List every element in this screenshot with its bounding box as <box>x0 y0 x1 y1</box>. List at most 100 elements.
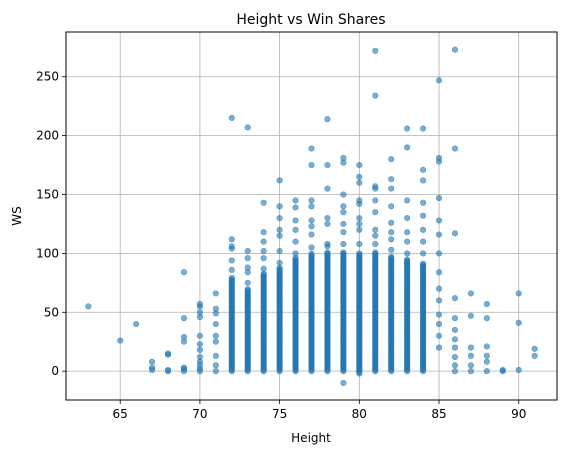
data-point <box>404 125 411 132</box>
data-point <box>419 125 427 132</box>
data-point <box>244 124 251 131</box>
data-point <box>388 246 395 253</box>
data-point <box>388 229 395 236</box>
data-point <box>515 319 522 326</box>
data-point <box>356 161 363 169</box>
y-tick-label: 100 <box>36 246 59 260</box>
data-point <box>276 177 283 184</box>
data-point <box>164 350 172 357</box>
data-point <box>260 229 267 236</box>
data-point <box>483 343 490 350</box>
data-point <box>212 352 219 359</box>
data-point <box>483 300 490 308</box>
x-tick-label: 80 <box>352 407 367 421</box>
data-point <box>196 346 204 354</box>
data-point <box>340 191 347 198</box>
data-point <box>356 240 363 248</box>
data-point <box>308 161 315 169</box>
data-point <box>292 217 299 224</box>
data-point <box>419 226 427 233</box>
data-point <box>435 269 443 276</box>
data-point <box>244 279 251 286</box>
data-point <box>340 249 347 256</box>
data-point <box>260 255 267 262</box>
data-point <box>276 203 283 210</box>
data-point <box>324 220 331 228</box>
data-point <box>404 214 411 222</box>
data-point <box>435 344 443 351</box>
chart-title: Height vs Win Shares <box>236 12 385 28</box>
data-point <box>340 203 347 210</box>
data-point <box>435 250 443 257</box>
data-point <box>404 229 411 236</box>
data-point <box>435 77 443 84</box>
data-point <box>196 353 204 361</box>
data-point <box>404 250 411 257</box>
data-point <box>435 154 443 162</box>
data-point <box>356 226 363 233</box>
data-point <box>260 247 267 255</box>
data-point <box>435 194 443 202</box>
data-point <box>388 236 395 243</box>
data-point <box>419 166 427 173</box>
data-point <box>419 212 427 219</box>
data-point <box>308 250 315 257</box>
data-point <box>308 145 315 152</box>
data-point <box>372 197 379 204</box>
data-point <box>292 204 299 211</box>
data-point <box>180 364 188 371</box>
data-point <box>467 344 475 351</box>
data-point <box>324 161 331 169</box>
data-point <box>435 320 443 328</box>
data-point <box>276 259 283 266</box>
data-point <box>451 145 459 152</box>
data-point <box>435 217 443 224</box>
data-point <box>164 366 172 374</box>
data-point <box>228 266 235 273</box>
data-point <box>531 345 538 352</box>
y-tick-label: 250 <box>36 70 59 84</box>
data-point <box>372 47 379 54</box>
data-point <box>515 290 522 297</box>
data-point <box>467 352 475 359</box>
data-point <box>308 231 315 238</box>
data-point <box>276 247 283 255</box>
data-point <box>451 230 459 237</box>
data-point <box>244 247 251 255</box>
data-point <box>324 214 331 222</box>
data-point <box>133 320 140 328</box>
data-point <box>372 240 379 248</box>
y-tick-label: 0 <box>51 364 59 378</box>
data-point <box>419 177 427 184</box>
data-point <box>451 46 459 53</box>
data-point <box>451 344 459 351</box>
data-point <box>244 255 251 262</box>
data-point <box>276 264 283 272</box>
data-point <box>260 199 267 206</box>
data-point <box>467 362 475 369</box>
data-point <box>117 337 124 344</box>
data-point <box>276 214 283 222</box>
data-point <box>372 232 379 239</box>
data-point <box>212 362 219 369</box>
data-point <box>419 260 427 267</box>
data-point <box>483 358 490 365</box>
data-point <box>372 183 379 190</box>
data-point <box>148 364 156 371</box>
data-point <box>228 274 235 281</box>
x-tick-label: 70 <box>192 407 207 421</box>
data-point <box>419 238 427 245</box>
data-point <box>404 238 411 245</box>
data-point <box>388 253 395 260</box>
data-point <box>228 257 235 264</box>
data-point <box>340 379 347 387</box>
data-point <box>292 197 299 204</box>
data-point <box>212 290 219 297</box>
x-tick-label: 75 <box>272 407 287 421</box>
x-axis-label: Height <box>291 431 331 445</box>
data-point <box>196 309 204 316</box>
axis-ticks: 65 70 75 80 85 90 0 50 100 150 200 250 <box>36 70 526 421</box>
data-point <box>212 320 219 328</box>
data-point <box>228 243 235 250</box>
